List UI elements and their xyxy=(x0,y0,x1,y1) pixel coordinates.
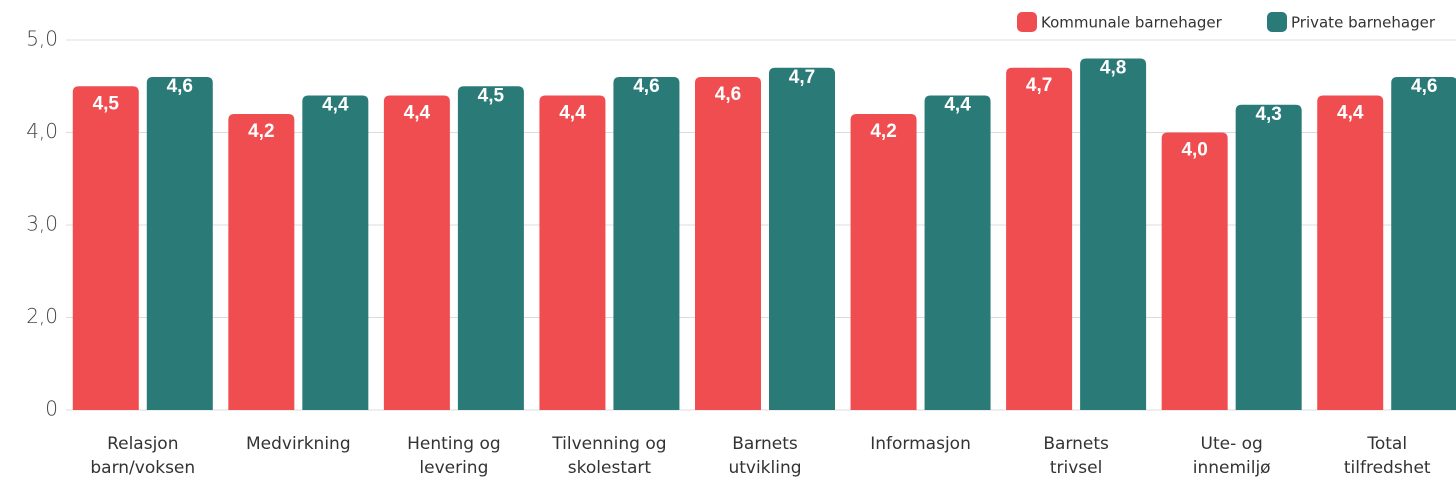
data-label: 4,7 xyxy=(789,67,815,88)
bar xyxy=(1235,104,1302,410)
bar xyxy=(302,95,369,410)
bar xyxy=(769,67,835,410)
data-label: 4,6 xyxy=(167,76,193,97)
y-tick-label: 3,0 xyxy=(26,212,58,236)
data-label: 4,5 xyxy=(93,93,120,114)
legend-label: Kommunale barnehager xyxy=(1041,14,1223,32)
legend-swatch xyxy=(1267,12,1287,32)
bar xyxy=(613,77,680,410)
x-tick-label: barn/voksen xyxy=(90,458,195,478)
x-tick-label: innemiljø xyxy=(1193,458,1271,478)
data-label: 4,4 xyxy=(322,95,349,116)
bar xyxy=(383,95,450,410)
x-tick-label: Total xyxy=(1366,434,1407,454)
data-label: 4,5 xyxy=(478,85,505,106)
data-label: 4,4 xyxy=(1337,103,1364,124)
data-label: 4,4 xyxy=(559,103,586,124)
bar xyxy=(146,77,213,410)
x-tick-label: tilfredshet xyxy=(1344,458,1431,478)
x-tick-label: trivsel xyxy=(1050,458,1102,478)
data-label: 4,8 xyxy=(1100,58,1126,79)
y-tick-label: 2,0 xyxy=(26,304,58,328)
x-tick-label: Medvirkning xyxy=(246,434,351,454)
data-label: 4,6 xyxy=(715,84,741,105)
x-tick-label: Relasjon xyxy=(107,434,178,454)
bar xyxy=(695,77,761,410)
bar xyxy=(1006,67,1073,410)
data-label: 4,2 xyxy=(248,121,274,142)
data-label: 4,0 xyxy=(1181,140,1207,161)
bar xyxy=(457,86,524,410)
bar xyxy=(1391,77,1456,410)
data-label: 4,6 xyxy=(1411,76,1437,97)
y-tick-label: 0 xyxy=(45,397,58,421)
bar xyxy=(539,95,606,410)
y-tick-label: 4,0 xyxy=(26,119,58,143)
data-label: 4,4 xyxy=(404,103,431,124)
y-tick-label: 5,0 xyxy=(26,27,58,51)
x-tick-label: utvikling xyxy=(728,458,801,478)
bar xyxy=(72,86,139,410)
x-tick-label: Ute- og xyxy=(1201,434,1263,454)
x-tick-label: Tilvenning og xyxy=(551,434,666,454)
data-label: 4,3 xyxy=(1255,104,1281,125)
x-tick-label: Barnets xyxy=(732,434,798,454)
bar xyxy=(1161,132,1228,410)
data-label: 4,6 xyxy=(633,76,659,97)
data-label: 4,7 xyxy=(1026,75,1052,96)
bar xyxy=(228,114,295,410)
x-tick-label: Henting og xyxy=(407,434,501,454)
data-label: 4,2 xyxy=(870,121,896,142)
bar xyxy=(1317,95,1384,410)
bar xyxy=(850,114,917,410)
x-tick-label: levering xyxy=(419,458,488,478)
data-label: 4,4 xyxy=(944,95,971,116)
x-tick-label: skolestart xyxy=(568,458,652,478)
bar xyxy=(1080,58,1147,410)
legend-label: Private barnehager xyxy=(1291,14,1436,32)
legend-swatch xyxy=(1017,12,1037,32)
x-tick-label: Informasjon xyxy=(870,434,971,454)
bar xyxy=(924,95,991,410)
x-tick-label: Barnets xyxy=(1043,434,1109,454)
